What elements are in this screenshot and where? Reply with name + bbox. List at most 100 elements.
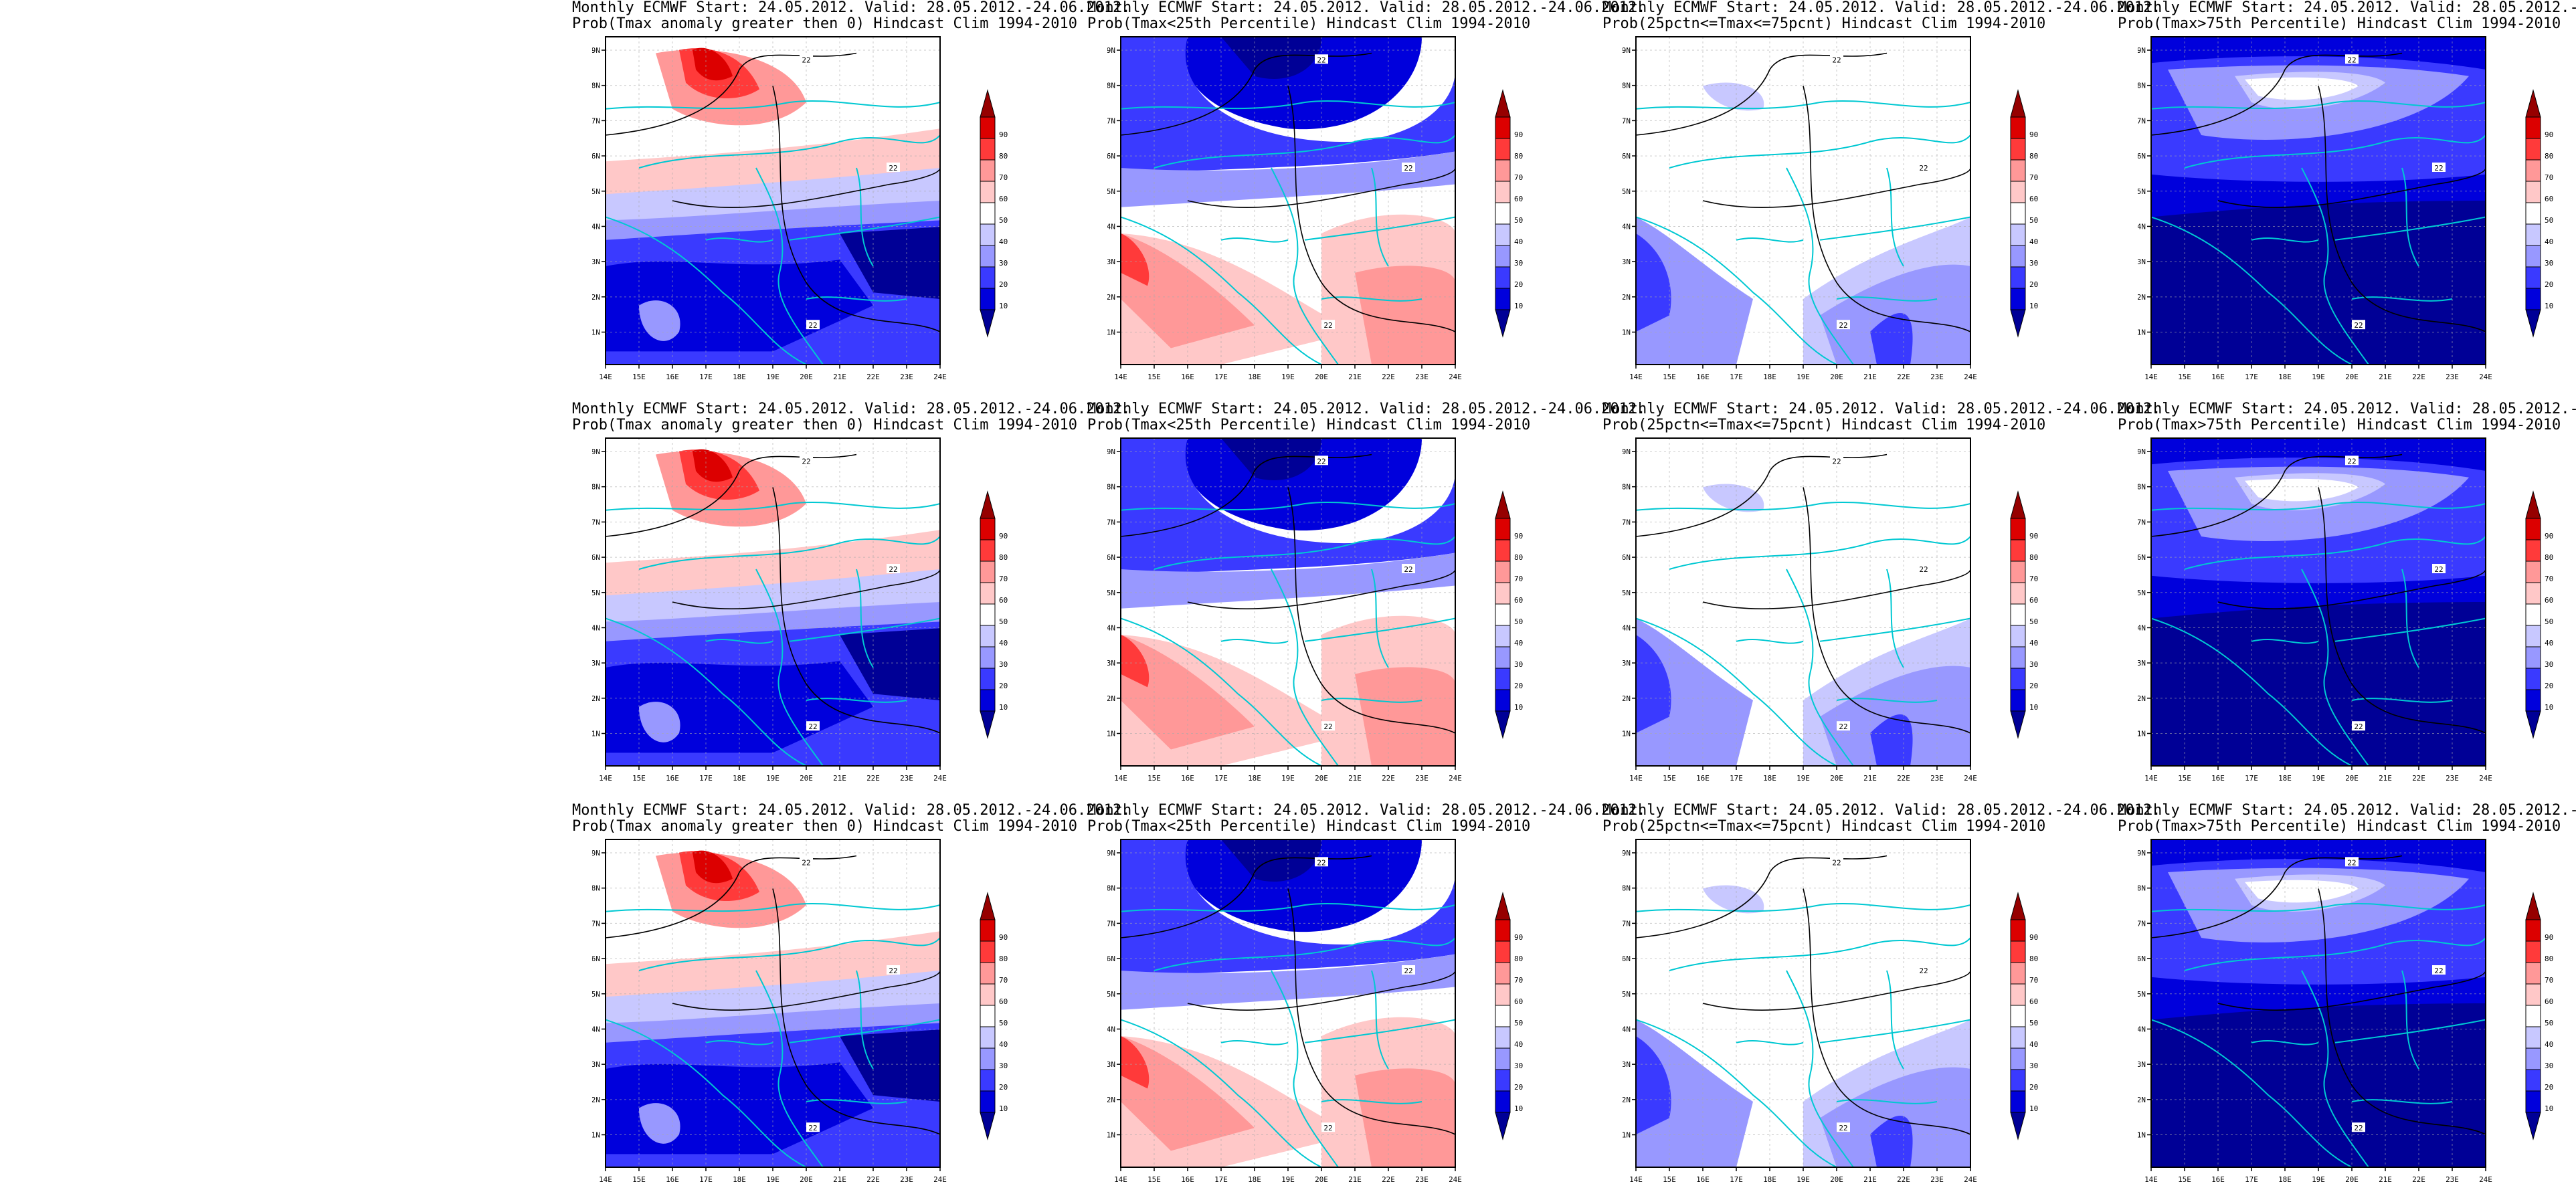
probability-region bbox=[1355, 1068, 1455, 1167]
lon-tick-label: 18E bbox=[1763, 373, 1776, 381]
colorbar-level-label: 60 bbox=[2029, 596, 2038, 605]
colorbar-level-label: 10 bbox=[1514, 703, 1523, 712]
lon-tick-label: 20E bbox=[800, 1175, 813, 1184]
panel-title-line2: Prob(Tmax anomaly greater then 0) Hindca… bbox=[572, 15, 1077, 32]
lat-tick-label: 43N bbox=[1623, 659, 1631, 668]
panel-title-line1: Monthly ECMWF Start: 24.05.2012. Valid: … bbox=[1602, 802, 2161, 819]
lon-tick-label: 16E bbox=[666, 373, 679, 381]
lat-tick-label: 48N bbox=[1623, 884, 1631, 893]
probability-fill-layer bbox=[606, 839, 940, 1167]
lon-tick-label: 14E bbox=[599, 774, 612, 783]
lon-tick-label: 20E bbox=[800, 774, 813, 783]
probability-region bbox=[1870, 312, 1913, 365]
lon-tick-label: 21E bbox=[2379, 1175, 2392, 1184]
colorbar-level-label: 60 bbox=[1514, 195, 1523, 203]
colorbar-level-label: 40 bbox=[2545, 1040, 2553, 1049]
colorbar-level-label: 70 bbox=[2029, 173, 2038, 182]
colorbar-level-label: 80 bbox=[999, 553, 1008, 562]
lon-tick-label: 21E bbox=[2379, 373, 2392, 381]
colorbar-level-label: 20 bbox=[999, 280, 1008, 289]
contour-label: 22 bbox=[889, 164, 897, 173]
colorbar-level-label: 50 bbox=[1514, 1019, 1523, 1027]
lon-tick-label: 24E bbox=[2479, 373, 2492, 381]
probability-region bbox=[639, 1103, 680, 1144]
lat-tick-label: 44N bbox=[1623, 222, 1631, 231]
lat-tick-label: 42N bbox=[1623, 293, 1631, 302]
lon-tick-label: 14E bbox=[1114, 774, 1127, 783]
lat-tick-label: 44N bbox=[592, 623, 600, 632]
colorbar-level-label: 70 bbox=[2545, 976, 2553, 985]
contour-label: 22 bbox=[1404, 565, 1412, 574]
lat-tick-label: 49N bbox=[1623, 447, 1631, 456]
lat-tick-label: 41N bbox=[1107, 328, 1115, 337]
lon-tick-label: 17E bbox=[1730, 774, 1743, 783]
lat-tick-label: 49N bbox=[592, 849, 600, 858]
contour-label: 22 bbox=[2347, 457, 2356, 466]
lat-tick-label: 43N bbox=[1623, 258, 1631, 266]
panel-title-line1: Monthly ECMWF Start: 24.05.2012. Valid: … bbox=[1087, 401, 1646, 417]
probability-fill-layer bbox=[1121, 438, 1455, 766]
colorbar-legend: 90 80 70 60 50 40 30 20 10 bbox=[2525, 892, 2553, 1140]
lon-tick-label: 19E bbox=[2312, 373, 2325, 381]
probability-region bbox=[2151, 602, 2486, 766]
lat-tick-label: 43N bbox=[592, 659, 600, 668]
panel-title-line2: Prob(25pctn<=Tmax<=75pcnt) Hindcast Clim… bbox=[1602, 417, 2046, 433]
lat-tick-label: 47N bbox=[592, 518, 600, 526]
map-panel-col1-row3: 22 22 22 14E 15E 16E 17E 18E 19E 20E 21E 22E 23E 24E 4… bbox=[592, 839, 1008, 1184]
colorbar-level-label: 70 bbox=[1514, 976, 1523, 985]
lon-tick-label: 18E bbox=[1248, 1175, 1261, 1184]
contour-label: 22 bbox=[1832, 56, 1841, 64]
colorbar-level-label: 40 bbox=[999, 237, 1008, 246]
lon-tick-label: 22E bbox=[1897, 1175, 1910, 1184]
probability-region bbox=[1636, 217, 1753, 365]
contour-label: 22 bbox=[808, 321, 817, 330]
lon-tick-label: 22E bbox=[1897, 373, 1910, 381]
lon-tick-label: 24E bbox=[1964, 1175, 1977, 1184]
lat-tick-label: 45N bbox=[592, 187, 600, 196]
colorbar-level-label: 50 bbox=[2545, 216, 2553, 225]
probability-fill-layer bbox=[1121, 37, 1455, 365]
colorbar-legend: 90 80 70 60 50 40 30 20 10 bbox=[980, 89, 1008, 338]
contour-label: 22 bbox=[1832, 858, 1841, 867]
colorbar-level-label: 10 bbox=[2545, 302, 2553, 310]
colorbar-level-label: 50 bbox=[2545, 617, 2553, 626]
lon-tick-label: 19E bbox=[1281, 373, 1295, 381]
lat-tick-label: 41N bbox=[1623, 328, 1631, 337]
lon-tick-label: 23E bbox=[2446, 1175, 2459, 1184]
lon-tick-label: 21E bbox=[1348, 373, 1362, 381]
contour-label: 22 bbox=[2354, 722, 2363, 731]
lon-tick-label: 15E bbox=[2178, 1175, 2191, 1184]
colorbar-level-label: 30 bbox=[2545, 660, 2553, 669]
colorbar-level-label: 60 bbox=[2545, 596, 2553, 605]
colorbar-level-label: 20 bbox=[1514, 1083, 1523, 1092]
colorbar-level-label: 60 bbox=[2029, 195, 2038, 203]
lon-tick-label: 21E bbox=[833, 373, 846, 381]
lat-tick-label: 42N bbox=[1623, 1096, 1631, 1104]
colorbar-level-label: 20 bbox=[2029, 1083, 2038, 1092]
lon-tick-label: 22E bbox=[2412, 774, 2425, 783]
lat-tick-label: 46N bbox=[592, 152, 600, 161]
contour-label: 22 bbox=[2354, 1124, 2363, 1132]
colorbar-level-label: 70 bbox=[999, 976, 1008, 985]
panel-title-line2: Prob(Tmax<25th Percentile) Hindcast Clim… bbox=[1087, 15, 1531, 32]
country-borders bbox=[2151, 902, 2486, 1167]
lat-tick-label: 41N bbox=[592, 328, 600, 337]
probability-region bbox=[1636, 618, 1753, 766]
colorbar-level-label: 80 bbox=[2545, 553, 2553, 562]
colorbar-level-label: 50 bbox=[2029, 617, 2038, 626]
lon-tick-label: 14E bbox=[2144, 774, 2158, 783]
panel-title-line1: Monthly ECMWF Start: 24.05.2012. Valid: … bbox=[2118, 802, 2576, 819]
lat-tick-label: 42N bbox=[592, 1096, 600, 1104]
lat-tick-label: 48N bbox=[1107, 483, 1115, 492]
colorbar-level-label: 20 bbox=[999, 1083, 1008, 1092]
lat-tick-label: 49N bbox=[1623, 849, 1631, 858]
colorbar-level-label: 10 bbox=[999, 703, 1008, 712]
lat-tick-label: 43N bbox=[592, 258, 600, 266]
colorbar-level-label: 30 bbox=[999, 259, 1008, 268]
colorbar-level-label: 70 bbox=[2545, 575, 2553, 583]
contour-label: 22 bbox=[1839, 321, 1847, 330]
probability-fill-layer bbox=[2151, 37, 2486, 365]
lon-tick-label: 15E bbox=[1663, 1175, 1676, 1184]
lon-tick-label: 21E bbox=[1863, 373, 1877, 381]
colorbar-level-label: 10 bbox=[2545, 703, 2553, 712]
